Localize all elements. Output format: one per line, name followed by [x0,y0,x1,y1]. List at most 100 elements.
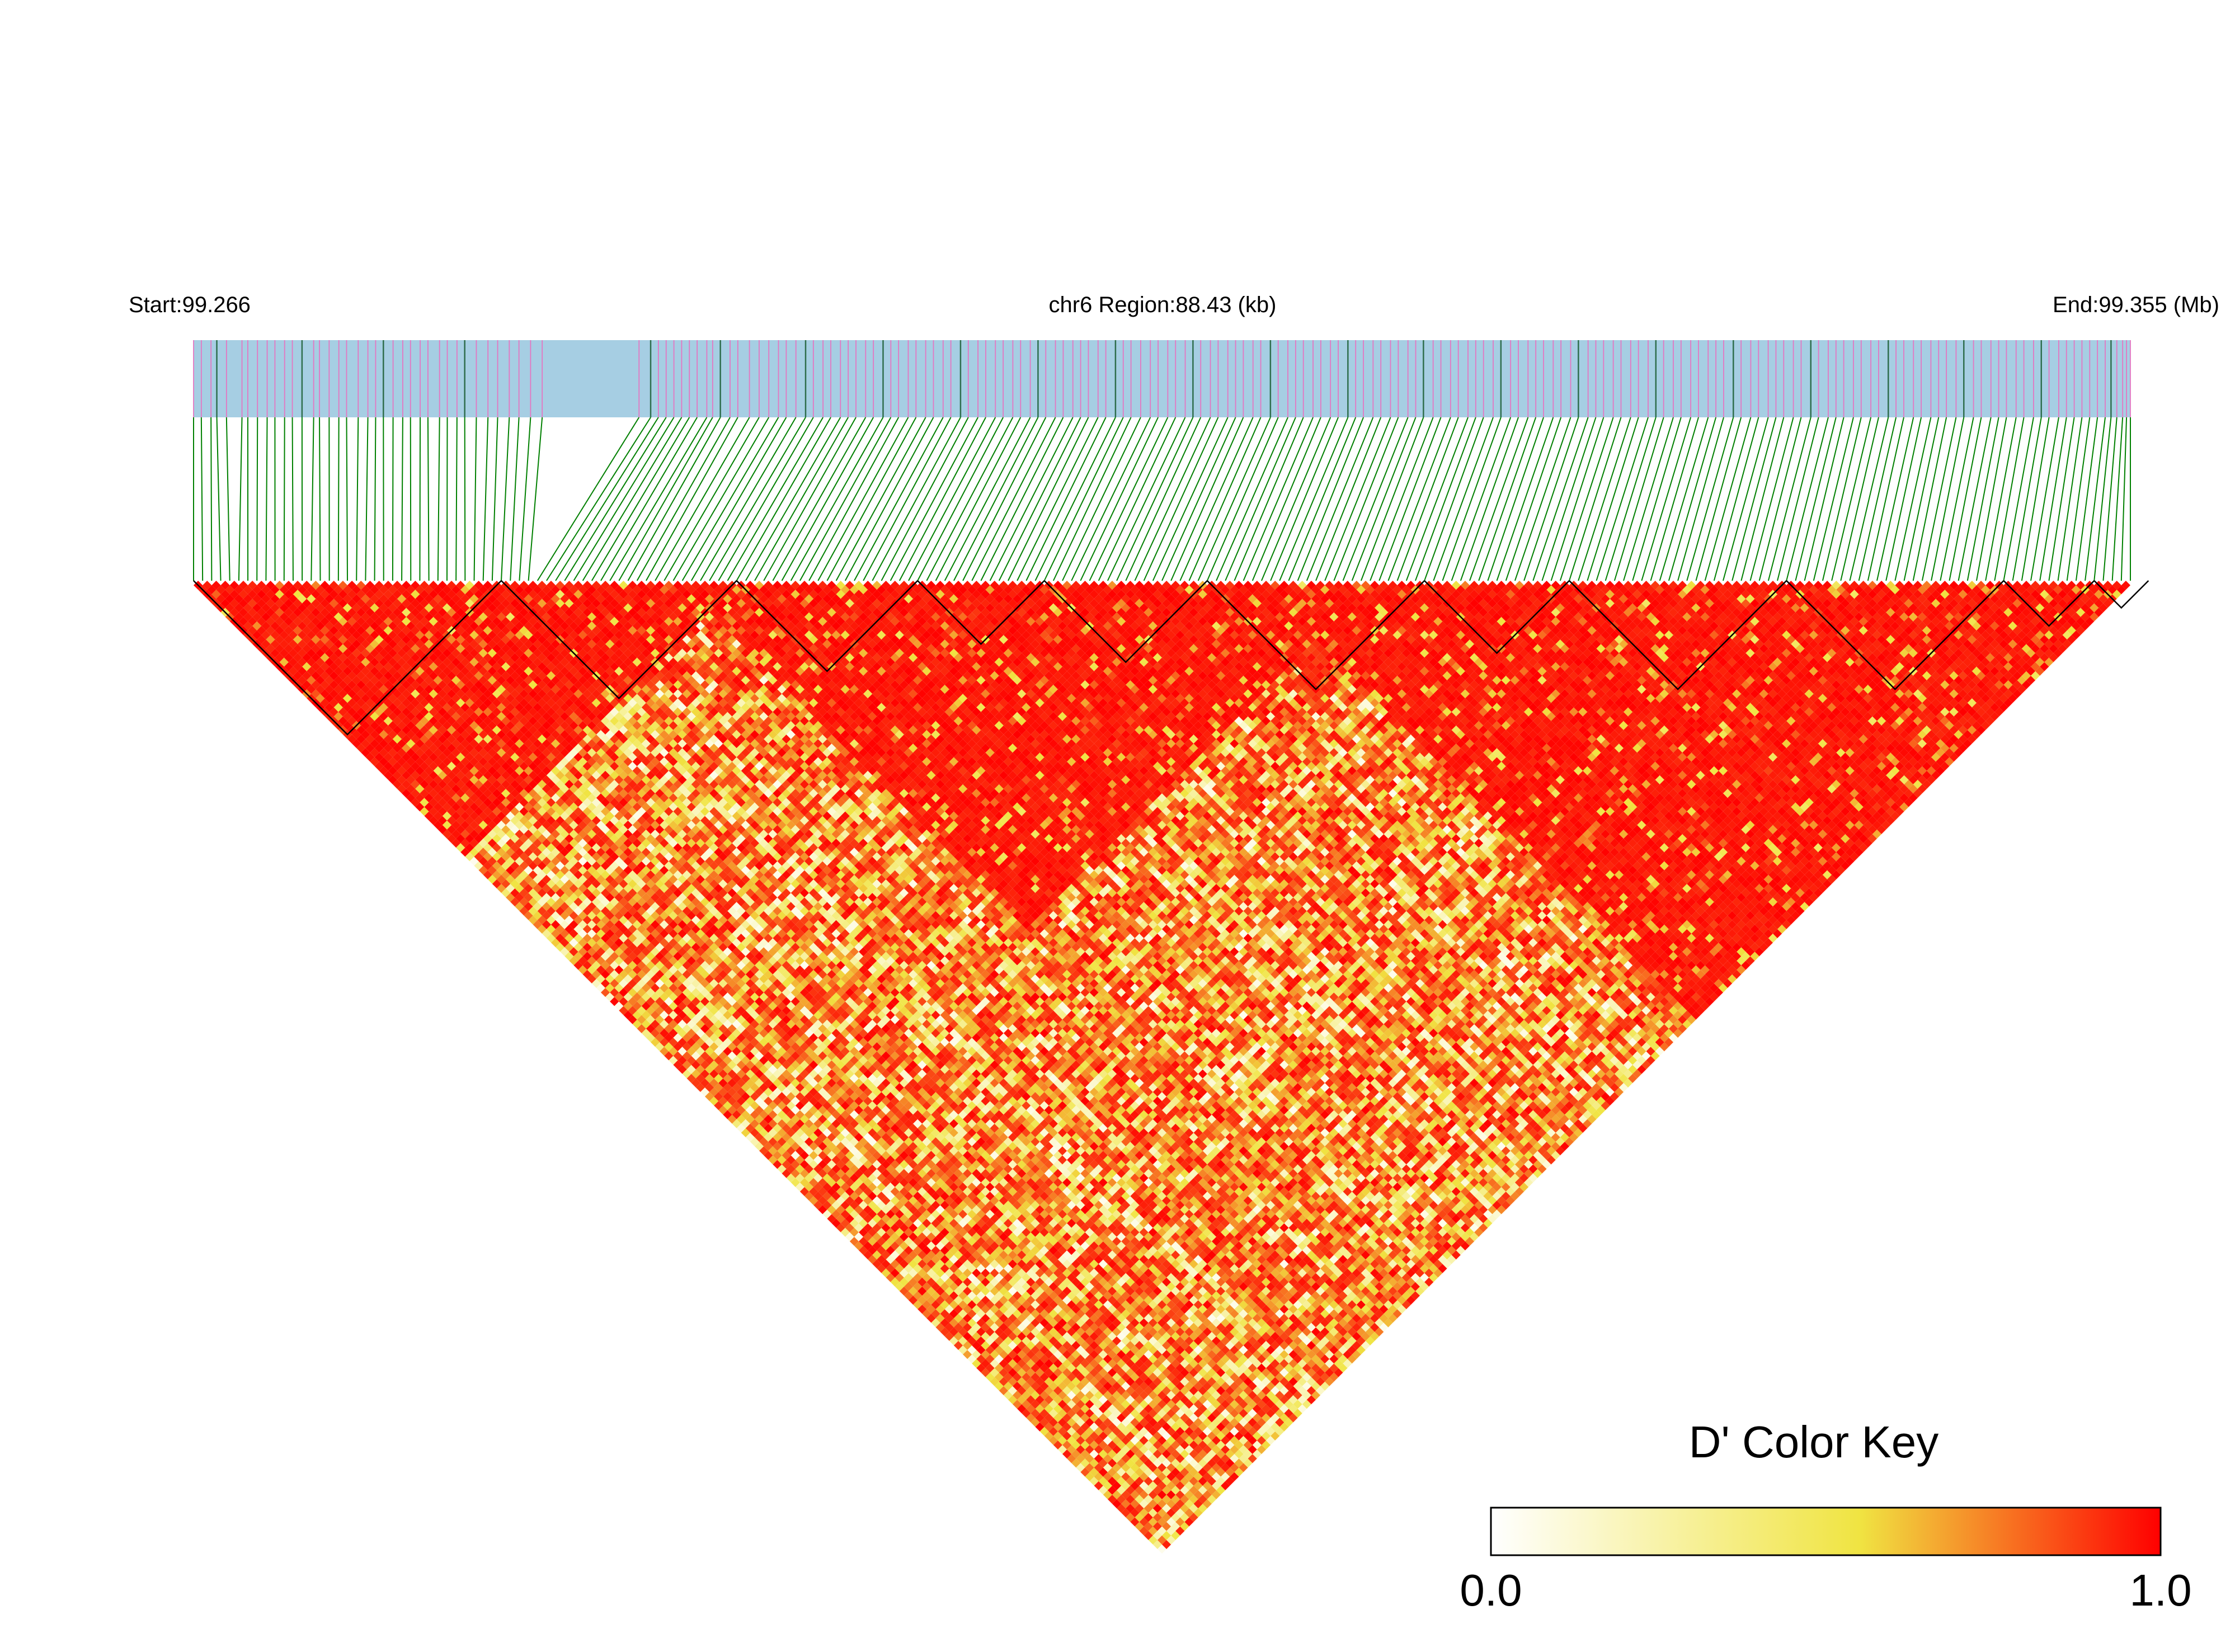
snp-connector [673,417,769,581]
snp-connector [1253,417,1321,581]
snp-connector [346,417,347,581]
snp-connector [700,417,796,581]
snp-connector [1298,417,1363,581]
snp-connector [1244,417,1313,581]
snp-connector [1497,417,1554,581]
snp-connector [917,417,1003,581]
snp-connector [1651,417,1698,581]
snp-connector [2121,417,2126,581]
snp-connector [1922,417,1956,581]
snp-connector [691,417,787,581]
snp-connector [1415,417,1476,581]
snp-connector [1777,417,1819,581]
region-title-label: chr6 Region:88.43 (kb) [1049,293,1277,317]
snp-connector [1913,417,1946,581]
snp-connector [737,417,831,581]
snp-connector [746,417,840,581]
snp-connector [319,417,320,581]
snp-connector [547,417,651,581]
snp-connector [1732,417,1776,581]
region-start-label: Start:99.266 [129,293,251,317]
snp-connector [1288,417,1356,581]
snp-connector [492,417,498,581]
snp-connector [727,417,823,581]
snp-connector [1714,417,1758,581]
snp-connector [1759,417,1801,581]
snp-connector [239,417,242,581]
snp-connector [1470,417,1528,581]
snp-connector [1696,417,1741,581]
snp-connector [1388,417,1450,581]
snp-connector [845,417,934,581]
region-end-label: End:99.355 (Mb) [2053,293,2219,317]
snp-connector [945,417,1031,581]
snp-connector [529,417,543,581]
snp-connector [1886,417,1921,581]
snp-connector [1542,417,1596,581]
snp-connector [1225,417,1296,581]
snp-connector [519,417,530,581]
snp-connector-lines [194,417,2130,581]
snp-connector [854,417,943,581]
snp-connector [1207,417,1278,581]
snp-connector [1307,417,1373,581]
snp-connector [483,417,488,581]
snp-connector [1949,417,1981,581]
snp-connector [1271,417,1338,581]
ld-heatmap-cells [194,581,2130,1554]
snp-connector [510,417,519,581]
snp-connector [936,417,1021,581]
snp-connector [501,417,509,581]
snp-connector [655,417,750,581]
snp-connector [365,417,368,581]
snp-connector [1443,417,1501,581]
snp-connector [990,417,1073,581]
snp-connector [447,417,448,581]
snp-connector [1768,417,1811,581]
snp-connector [1479,417,1536,581]
snp-connector [428,417,429,581]
snp-connector [1461,417,1518,581]
snp-connector [1026,417,1105,581]
snp-connector [1343,417,1408,581]
snp-connector [1994,417,2024,581]
snp-connector [1488,417,1544,581]
snp-connector [1931,417,1964,581]
snp-connector [1669,417,1716,581]
snp-connector [402,417,403,581]
snp-connector [1424,417,1484,581]
snp-connector [1036,417,1116,581]
snp-connector [1361,417,1423,581]
snp-connector [1234,417,1303,581]
snp-connector [1198,417,1271,581]
snp-connector [827,417,916,581]
snp-connector [1940,417,1973,581]
snp-connector [2103,417,2116,581]
snp-connector [583,417,682,581]
snp-connector [1524,417,1578,581]
snp-connector [800,417,891,581]
snp-connector [926,417,1013,581]
snp-connector [664,417,759,581]
snp-connector [1904,417,1939,581]
snp-connector [755,417,848,581]
snp-connector [311,417,313,581]
snp-connector [863,417,951,581]
snp-connector [1968,417,1999,581]
snp-connector [981,417,1063,581]
snp-connector [1959,417,1991,581]
snp-connector [999,417,1081,581]
snp-connector [1786,417,1828,581]
snp-connector [1506,417,1561,581]
snp-connector [227,417,230,581]
snp-connector [782,417,874,581]
snp-connector [1433,417,1493,581]
snp-connector [1985,417,2016,581]
snp-connector [1741,417,1784,581]
snp-connector [619,417,712,581]
snp-connector [1017,417,1098,581]
snp-connector [356,417,358,581]
snp-connector [284,417,285,581]
snp-connector [1452,417,1511,581]
